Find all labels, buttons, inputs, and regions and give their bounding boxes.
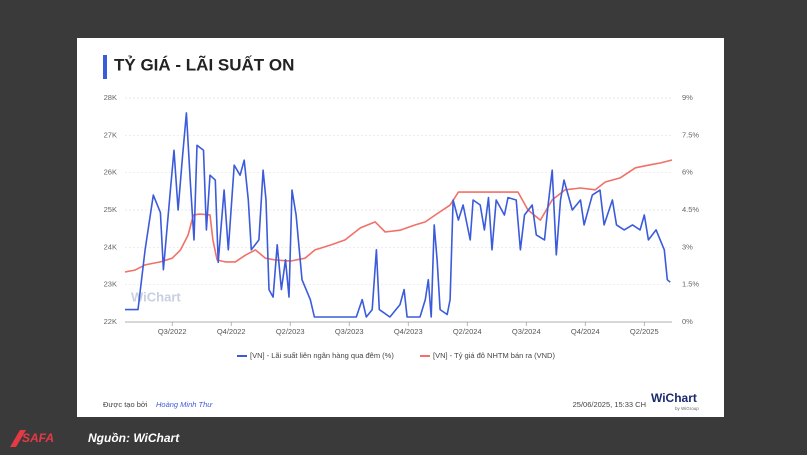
x-tick-label: Q4/2023 bbox=[394, 327, 423, 336]
y2-tick-label: 7.5% bbox=[682, 130, 699, 139]
brand: SAFA bbox=[22, 431, 54, 445]
footer-logo: WiChart bbox=[651, 391, 697, 405]
series-line bbox=[125, 112, 671, 318]
y-tick-label: 27K bbox=[104, 130, 117, 139]
title-bar bbox=[103, 55, 107, 79]
brand-icon bbox=[10, 430, 26, 447]
x-tick-label: Q2/2023 bbox=[276, 327, 305, 336]
watermark: WiChart bbox=[131, 289, 181, 304]
x-tick-label: Q2/2024 bbox=[453, 327, 482, 336]
created-by: Được tạo bởi bbox=[103, 400, 148, 409]
x-tick-label: Q4/2024 bbox=[571, 327, 600, 336]
source: Nguồn: WiChart bbox=[88, 431, 180, 445]
x-tick-label: Q4/2022 bbox=[217, 327, 246, 336]
series-line bbox=[124, 159, 673, 273]
x-tick-label: Q3/2024 bbox=[512, 327, 541, 336]
x-tick-label: Q2/2025 bbox=[630, 327, 659, 336]
y-tick-label: 26K bbox=[104, 168, 117, 177]
x-tick-label: Q3/2023 bbox=[335, 327, 364, 336]
card bbox=[77, 38, 724, 417]
legend-label: [VN] - Lãi suất liên ngân hàng qua đêm (… bbox=[250, 351, 394, 360]
legend-label: [VN] - Tỷ giá đô NHTM bán ra (VND) bbox=[433, 351, 555, 360]
y2-tick-label: 6% bbox=[682, 168, 693, 177]
y2-tick-label: 1.5% bbox=[682, 280, 699, 289]
timestamp: 25/06/2025, 15:33 CH bbox=[573, 400, 646, 409]
footer-logo-sub: by WiGroup bbox=[675, 406, 699, 411]
author-link[interactable]: Hoàng Minh Thư bbox=[156, 400, 213, 409]
y-tick-label: 22K bbox=[104, 317, 117, 326]
y-tick-label: 23K bbox=[104, 280, 117, 289]
y2-tick-label: 4.5% bbox=[682, 205, 699, 214]
y-tick-label: 24K bbox=[104, 242, 117, 251]
y2-tick-label: 9% bbox=[682, 93, 693, 102]
y2-tick-label: 3% bbox=[682, 242, 693, 251]
x-tick-label: Q3/2022 bbox=[158, 327, 187, 336]
y-tick-label: 28K bbox=[104, 93, 117, 102]
y-tick-label: 25K bbox=[104, 205, 117, 214]
chart-title: TỶ GIÁ - LÃI SUẤT ON bbox=[114, 54, 294, 74]
y2-tick-label: 0% bbox=[682, 317, 693, 326]
